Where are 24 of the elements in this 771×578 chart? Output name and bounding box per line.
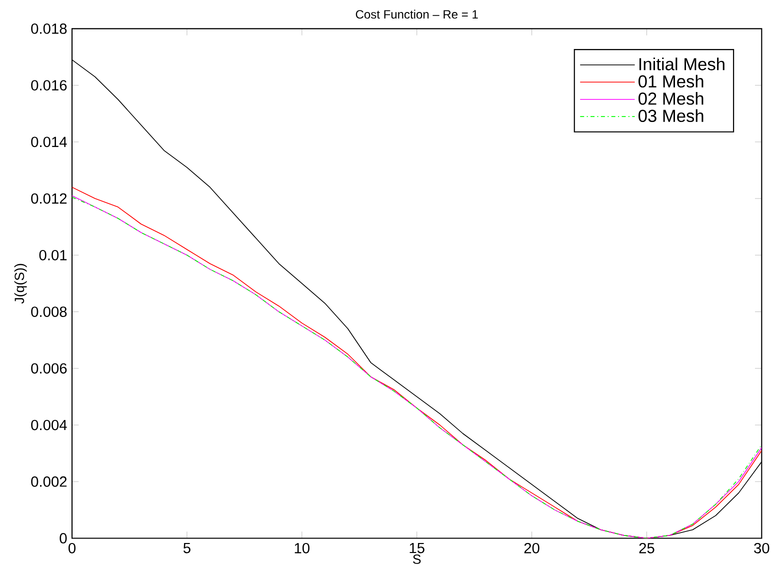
y-tick-label: 0.016 [31,80,67,90]
y-tick-label: 0.008 [31,306,67,317]
y-tick-label: 0.006 [31,363,67,374]
legend-label: Initial Mesh [639,57,724,70]
chart-title: Cost Function – Re = 1 [356,10,478,19]
x-axis-title: S [413,554,421,564]
legend-label: 02 Mesh [638,92,704,105]
y-tick-label: 0.012 [31,193,67,204]
x-tick-label: 20 [524,542,540,554]
legend-label: 01 Mesh [638,74,704,88]
y-axis-title: J(q(S)) [14,264,27,304]
x-tick-label: 5 [183,542,190,554]
y-tick-label: 0 [60,532,67,544]
y-tick-label: 0.014 [31,136,67,147]
x-tick-label: 0 [68,542,76,554]
y-tick-label: 0.018 [31,23,67,34]
y-tick-label: 0.01 [39,250,67,260]
legend-label: 03 Mesh [638,109,704,122]
y-tick-label: 0.004 [31,420,67,430]
y-tick-label: 0.002 [31,476,67,487]
x-tick-label: 25 [639,542,654,554]
x-tick-label: 30 [754,542,770,554]
x-tick-label: 15 [410,542,424,554]
x-tick-label: 10 [294,542,310,554]
